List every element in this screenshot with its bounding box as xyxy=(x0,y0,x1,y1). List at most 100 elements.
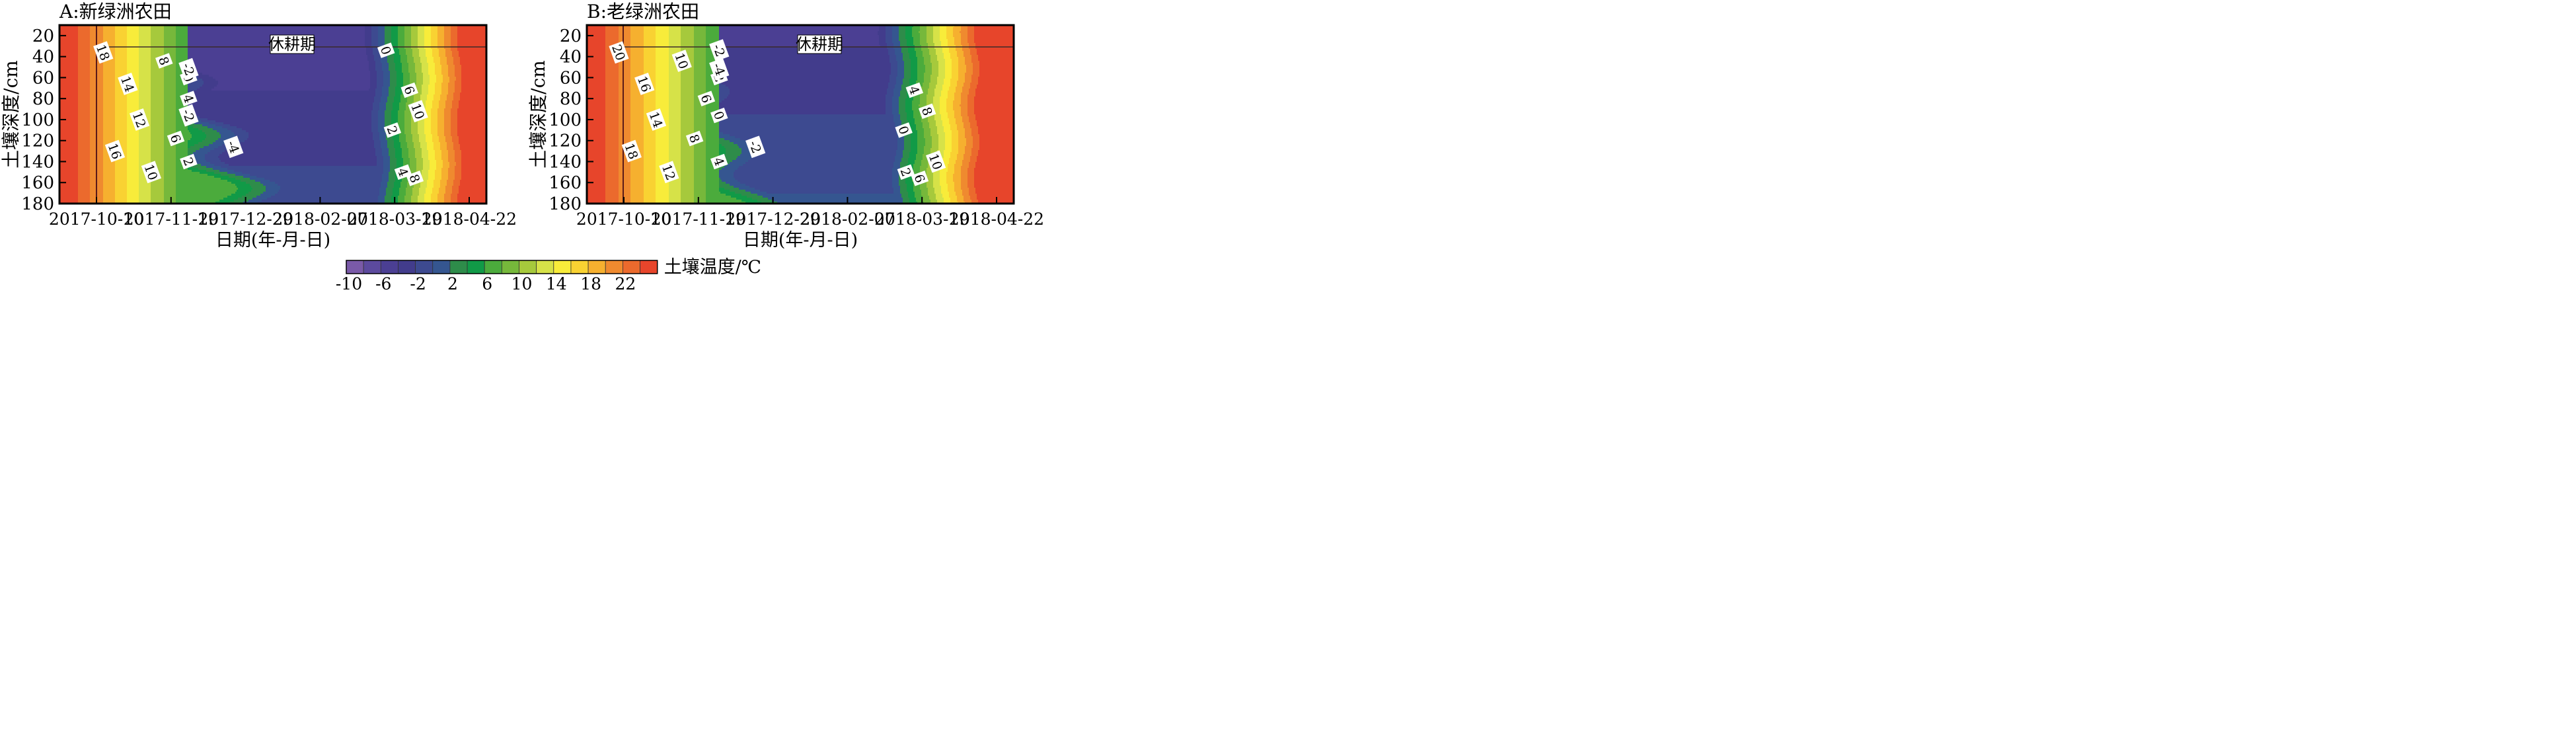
field-cell xyxy=(194,91,196,117)
field-cell xyxy=(234,166,236,173)
field-cell xyxy=(279,91,281,167)
field-cell xyxy=(242,91,244,131)
field-cell xyxy=(190,126,192,135)
field-cell xyxy=(415,158,417,173)
field-cell xyxy=(344,25,346,91)
field-cell xyxy=(268,166,270,180)
field-cell xyxy=(460,93,462,151)
field-cell xyxy=(851,25,853,48)
field-cell xyxy=(287,25,289,91)
field-cell xyxy=(262,200,264,204)
field-cell xyxy=(892,188,894,194)
field-cell xyxy=(227,196,229,204)
contour-label: 4 xyxy=(180,91,198,106)
field-cell xyxy=(214,148,216,167)
field-cell xyxy=(724,98,726,115)
field-cell xyxy=(739,190,741,194)
field-cell xyxy=(821,194,823,204)
field-cell xyxy=(230,166,232,171)
field-cell xyxy=(227,25,229,91)
field-cell xyxy=(741,114,743,141)
field-cell xyxy=(308,166,310,204)
field-cell xyxy=(800,47,802,115)
field-cell xyxy=(701,25,702,204)
panel-title: B:老绿洲农田 xyxy=(587,1,699,22)
field-cell xyxy=(734,136,736,145)
field-cell xyxy=(776,194,778,202)
field-cell xyxy=(662,25,664,204)
field-cell xyxy=(192,75,194,93)
field-cell xyxy=(320,166,322,204)
field-cell xyxy=(211,77,213,89)
field-cell xyxy=(440,150,442,180)
field-cell xyxy=(878,31,880,36)
panel-title: A:新绿洲农田 xyxy=(59,1,172,22)
contour-label-bg xyxy=(180,153,198,170)
field-cell xyxy=(738,194,739,200)
field-cell xyxy=(878,114,880,194)
field-cell xyxy=(225,176,227,180)
field-cell xyxy=(617,25,619,204)
field-cell xyxy=(909,25,911,59)
field-cell xyxy=(233,126,235,133)
field-cell xyxy=(245,91,246,131)
field-cell xyxy=(785,47,787,115)
field-cell xyxy=(727,96,729,115)
field-cell xyxy=(991,25,993,204)
field-cell xyxy=(829,114,831,194)
field-cell xyxy=(202,174,204,204)
field-cell xyxy=(398,25,400,50)
field-cell xyxy=(851,47,853,115)
field-cell xyxy=(814,194,816,204)
field-cell xyxy=(613,25,615,204)
field-cell xyxy=(759,25,761,48)
colorbar-swatch xyxy=(536,260,554,274)
field-cell xyxy=(87,25,89,204)
field-cell xyxy=(214,91,216,121)
field-cell xyxy=(217,170,219,174)
field-cell xyxy=(243,196,245,202)
field-cell xyxy=(427,63,429,95)
field-cell xyxy=(953,27,955,38)
field-cell xyxy=(814,114,816,194)
field-cell xyxy=(964,83,966,129)
field-cell xyxy=(445,57,447,101)
field-cell xyxy=(289,166,291,204)
contour-label: 8 xyxy=(155,53,173,69)
field-cell xyxy=(738,200,739,204)
field-cell xyxy=(198,142,200,151)
field-cell xyxy=(899,186,901,204)
field-cell xyxy=(292,91,294,167)
field-cell xyxy=(107,25,109,204)
field-cell xyxy=(167,25,169,204)
field-cell xyxy=(924,138,926,147)
field-cell xyxy=(369,25,371,71)
field-cell xyxy=(784,25,786,48)
field-cell xyxy=(809,114,811,194)
field-cell xyxy=(629,25,631,204)
field-cell xyxy=(645,25,647,204)
field-cell xyxy=(379,55,381,103)
field-cell xyxy=(215,87,217,91)
field-cell xyxy=(690,25,692,204)
field-cell xyxy=(730,142,732,163)
field-cell xyxy=(970,156,972,200)
field-cell xyxy=(241,182,243,198)
field-cell xyxy=(937,77,939,135)
field-cell xyxy=(957,57,959,81)
field-cell xyxy=(845,194,847,204)
field-cell xyxy=(948,25,950,48)
field-cell xyxy=(209,172,211,176)
field-cell xyxy=(353,166,355,204)
field-cell xyxy=(732,142,734,161)
field-cell xyxy=(209,168,211,173)
colorbar-swatch xyxy=(415,260,434,274)
field-cell xyxy=(313,166,315,204)
field-cell xyxy=(933,114,935,169)
field-cell xyxy=(962,87,964,123)
field-cell xyxy=(880,114,882,194)
field-cell xyxy=(279,25,281,91)
field-cell xyxy=(722,114,724,133)
contour-label-bg xyxy=(697,91,716,106)
field-cell xyxy=(223,128,225,145)
